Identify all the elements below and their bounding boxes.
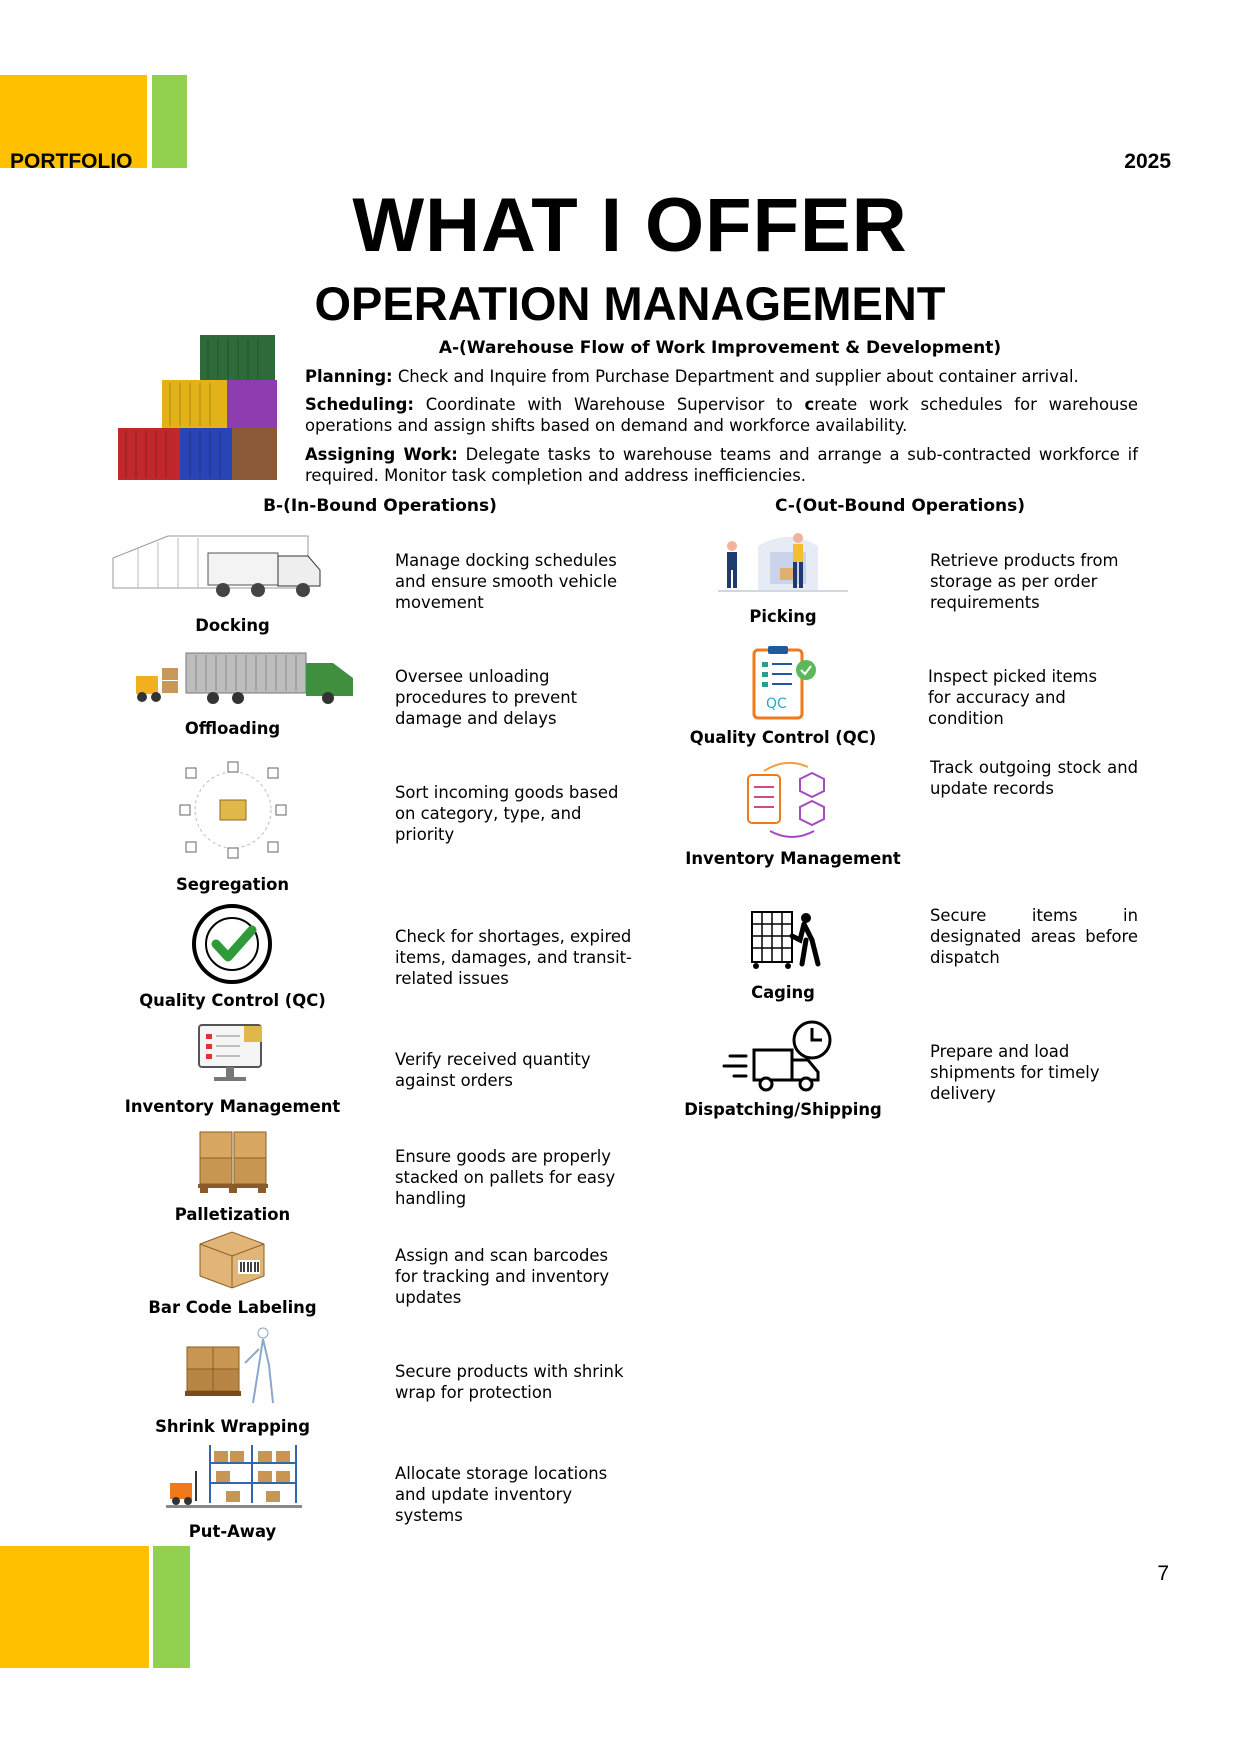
assigning-paragraph: Assigning Work: Delegate tasks to wareho… xyxy=(305,444,1138,486)
scheduling-paragraph: Scheduling: Coordinate with Warehouse Su… xyxy=(305,394,1138,436)
portfolio-label: PORTFOLIO xyxy=(10,150,133,173)
page-title: WHAT I OFFER xyxy=(352,183,908,268)
inbound-label-qc: Quality Control (QC) xyxy=(139,991,326,1010)
inbound-label-inventory: Inventory Management xyxy=(124,1097,341,1116)
inbound-desc-qc: Check for shortages, expired items, dama… xyxy=(395,927,632,988)
barcode-box-icon xyxy=(199,1231,265,1289)
cage-person-icon xyxy=(751,911,821,969)
inbound-label-putaway: Put-Away xyxy=(188,1522,277,1541)
inbound-desc-segregation: Sort incoming goods based on category, t… xyxy=(395,783,619,844)
inventory-cycle-icon xyxy=(747,761,825,838)
assigning-text: Delegate tasks to warehouse teams and ar… xyxy=(305,445,1138,485)
pallet-boxes-icon xyxy=(198,1131,268,1193)
planning-label: Planning: xyxy=(305,367,393,386)
top-yellow-block xyxy=(0,75,147,168)
outbound-label-inventory: Inventory Management xyxy=(685,849,901,868)
inbound-label-offloading: Offloading xyxy=(184,719,281,738)
inbound-desc-palletization: Ensure goods are properly stacked on pal… xyxy=(395,1147,616,1208)
section-a-heading: A-(Warehouse Flow of Work Improvement & … xyxy=(438,338,1002,358)
sorting-icon xyxy=(179,761,287,859)
outbound-label-picking: Picking xyxy=(749,607,817,626)
inbound-label-shrinkwrap: Shrink Wrapping xyxy=(155,1417,310,1436)
shrink-wrap-icon xyxy=(185,1327,274,1404)
scheduling-text-1: Coordinate with Warehouse Supervisor to xyxy=(413,395,805,414)
inbound-desc-putaway: Allocate storage locations and update in… xyxy=(395,1464,608,1525)
inbound-label-segregation: Segregation xyxy=(175,875,290,894)
inbound-desc-inventory: Verify received quantity against orders xyxy=(395,1050,591,1090)
bottom-yellow-block xyxy=(0,1546,149,1668)
outbound-desc-caging: Secure items in designated areas before … xyxy=(930,906,1138,967)
page-subtitle: OPERATION MANAGEMENT xyxy=(314,277,946,330)
bottom-green-block xyxy=(153,1546,190,1668)
fast-truck-clock-icon xyxy=(722,1020,832,1092)
inbound-heading: B-(In-Bound Operations) xyxy=(263,496,497,516)
page-number: 7 xyxy=(1157,1562,1169,1585)
outbound-desc-dispatching: Prepare and load shipments for timely de… xyxy=(930,1042,1100,1103)
outbound-label-dispatching: Dispatching/Shipping xyxy=(684,1100,882,1119)
qc-approved-icon xyxy=(192,904,272,984)
outbound-desc-picking: Retrieve products from storage as per or… xyxy=(930,551,1119,612)
truck-dock-icon xyxy=(112,535,321,597)
inbound-label-docking: Docking xyxy=(195,616,270,635)
inbound-desc-barcode: Assign and scan barcodes for tracking an… xyxy=(395,1246,610,1307)
scheduling-bold-c: c xyxy=(804,395,815,414)
monitor-inventory-icon xyxy=(198,1024,262,1081)
shipping-containers-icon xyxy=(118,335,277,480)
inbound-desc-offloading: Oversee unloading procedures to prevent … xyxy=(395,667,578,728)
scheduling-text-2: reate work schedules for warehouse opera… xyxy=(305,395,1138,435)
outbound-desc-qc: Inspect picked items for accuracy and co… xyxy=(928,667,1098,728)
racking-forklift-icon xyxy=(166,1445,302,1508)
svg-text:QC: QC xyxy=(766,696,787,712)
picking-workers-icon xyxy=(718,533,848,592)
outbound-desc-inventory: Track outgoing stock and update records xyxy=(930,758,1138,798)
inbound-label-palletization: Palletization xyxy=(174,1205,291,1224)
inbound-desc-shrinkwrap: Secure products with shrink wrap for pro… xyxy=(395,1362,624,1402)
outbound-label-qc: Quality Control (QC) xyxy=(689,728,877,747)
assigning-label: Assigning Work: xyxy=(305,445,458,464)
outbound-heading: C-(Out-Bound Operations) xyxy=(775,496,1025,516)
planning-text: Check and Inquire from Purchase Departme… xyxy=(392,367,1079,386)
year-label: 2025 xyxy=(1124,150,1171,173)
qc-clipboard-icon: QC xyxy=(752,646,816,720)
inbound-desc-docking: Manage docking schedules and ensure smoo… xyxy=(395,551,618,612)
planning-paragraph: Planning: Check and Inquire from Purchas… xyxy=(305,366,1138,387)
outbound-label-caging: Caging xyxy=(751,983,815,1002)
top-green-block xyxy=(152,75,187,168)
inbound-label-barcode: Bar Code Labeling xyxy=(148,1298,317,1317)
forklift-truck-icon xyxy=(136,652,353,704)
scheduling-label: Scheduling: xyxy=(305,395,414,414)
